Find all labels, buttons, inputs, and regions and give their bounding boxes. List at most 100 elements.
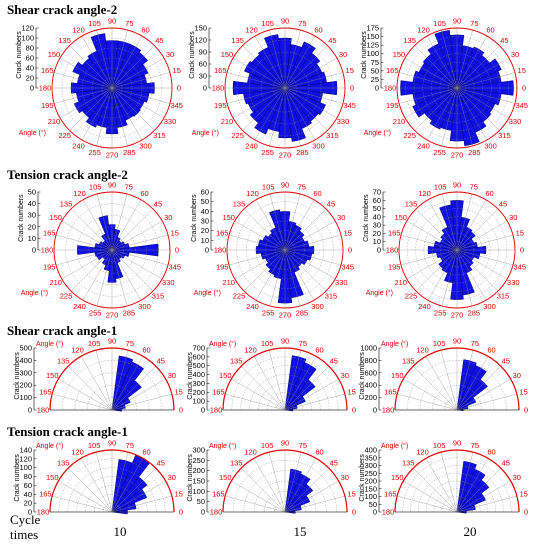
radial-tick-label: 10 [201,236,209,245]
grid-spoke [284,378,339,411]
y-axis-label: Crack numbers [187,352,194,400]
grid-spoke [268,350,286,411]
grid-spoke [284,57,338,89]
grid-spoke [404,87,458,119]
grid-spoke [400,249,458,266]
angle-tick-label: 180 [37,508,50,517]
grid-spoke [456,87,510,119]
grid-spoke [70,249,113,292]
grid-spoke [234,249,286,280]
grid-spoke [111,220,163,251]
angle-axis-label: Angle (°) [381,442,408,450]
angle-tick-label: 150 [221,50,234,59]
grid-spoke [284,72,344,89]
angle-axis-label: Angle (°) [366,289,393,297]
angle-tick-label: 150 [46,371,59,380]
angle-tick-label: 45 [330,357,338,366]
angle-tick-label: 165 [216,229,229,238]
grid-spoke [111,249,169,266]
grid-spoke [456,480,511,513]
grid-spoke [284,35,316,89]
angle-tick-label: 30 [339,50,347,59]
radial-tick-label: 400 [19,356,32,365]
grid-spoke [284,366,329,411]
angle-tick-label: 150 [222,213,235,222]
angle-tick-label: 180 [39,84,52,93]
angle-tick-label: 225 [403,131,416,140]
angle-tick-label: 165 [39,490,52,499]
angle-tick-label: 300 [138,302,151,311]
grid-spoke [426,35,458,89]
radial-tick-label: 250 [192,456,205,465]
grid-spoke [441,87,458,147]
angle-tick-label: 15 [518,66,526,75]
radial-tick-label: 0 [32,246,36,255]
angle-tick-label: 180 [382,406,395,415]
grid-spoke [414,87,458,131]
angle-tick-label: 135 [60,200,73,209]
grid-spoke [254,87,286,141]
grid-spoke [59,87,113,119]
grid-spoke [403,480,458,513]
radial-tick-label: 100 [21,34,34,43]
radial-tick-label: 100 [192,397,205,406]
grid-spoke [269,87,286,147]
grid-spoke [241,366,286,411]
angle-axis-arc [49,449,175,513]
grid-spoke [284,87,344,104]
angle-tick-label: 210 [222,278,235,287]
radial-tick-label: 200 [19,381,32,390]
angle-tick-label: 75 [471,441,479,450]
angle-tick-label: 30 [166,50,174,59]
angle-tick-label: 165 [384,490,397,499]
row-title-tension-crack-angle-2: Tension crack angle-2 [7,167,128,182]
radial-tick-label: 20 [24,499,32,508]
angle-axis-label: Angle (°) [364,129,391,137]
radial-tick-label: 30 [373,221,381,230]
grid-spoke [456,356,489,411]
angle-tick-label: 135 [233,200,246,209]
grid-spoke [456,72,516,89]
grid-spoke [95,452,113,513]
radial-tick-label: 100 [366,49,379,58]
angle-tick-label: 60 [313,189,321,198]
grid-spoke [61,220,113,251]
angle-tick-label: 75 [471,339,479,348]
angle-tick-label: 240 [72,142,85,151]
angle-tick-label: 15 [347,388,355,397]
angle-tick-label: 0 [177,84,181,93]
radial-tick-label: 200 [364,477,377,486]
grid-spoke [426,87,458,141]
radial-tick-label: 50 [371,66,379,75]
angle-tick-label: 285 [468,308,481,317]
angle-tick-label: 120 [417,25,430,34]
radial-tick-label: 0 [205,246,209,255]
grid-spoke [96,193,113,251]
row-title-shear-crack-angle-2: Shear crack angle-2 [7,2,117,17]
angle-tick-label: 135 [58,36,71,45]
grid-spoke [226,72,286,89]
y-axis-label: Crack numbers [359,352,366,400]
grid-spoke [232,57,286,89]
radial-tick-label: 0 [375,84,379,93]
grid-arc [275,400,295,411]
angle-tick-label: 165 [388,229,401,238]
grid-spoke [111,249,154,292]
angle-tick-label: 240 [245,142,258,151]
angle-tick-label: 90 [108,181,116,190]
cycle-label-word: times [10,527,38,542]
angle-tick-label: 105 [261,441,274,450]
angle-tick-label: 135 [231,36,244,45]
angle-tick-label: 315 [325,291,338,300]
angle-tick-label: 90 [108,439,116,448]
angle-tick-label: 255 [262,308,275,317]
angle-axis-label: Angle (°) [209,340,236,348]
grid-spoke [111,249,128,307]
grid-spoke [241,468,286,513]
grid-spoke [456,249,514,266]
angle-tick-label: 60 [486,25,494,34]
grid-spoke [111,208,154,251]
grid-spoke [456,57,510,89]
angle-tick-label: 345 [342,262,355,271]
angle-axis-label: Angle (°) [209,442,236,450]
